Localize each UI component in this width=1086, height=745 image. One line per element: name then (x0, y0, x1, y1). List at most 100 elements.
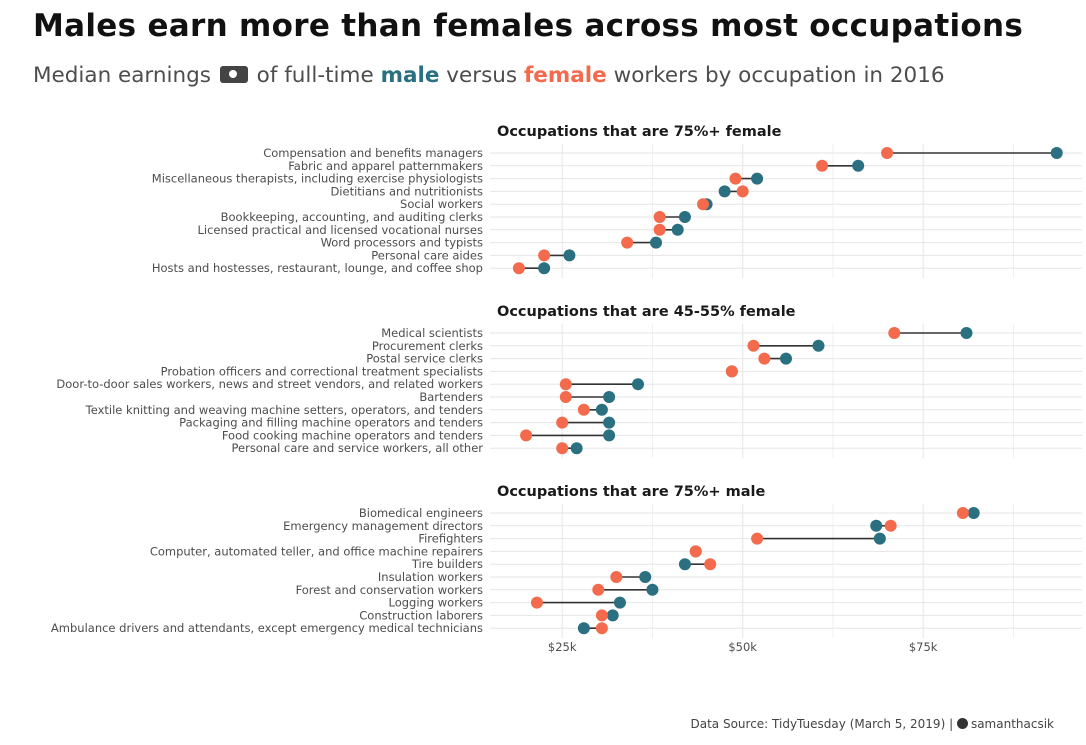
male-point (967, 507, 980, 519)
female-point (530, 596, 543, 609)
male-point (577, 622, 590, 635)
male-point (603, 391, 616, 403)
female-point (556, 442, 569, 455)
category-label: Construction laborers (359, 608, 483, 622)
male-point (646, 583, 659, 596)
female-point (881, 147, 894, 159)
female-point (747, 339, 760, 352)
subtitle-before: Median earnings (33, 63, 211, 88)
female-point (689, 545, 702, 558)
x-tick-label: $75k (909, 640, 938, 654)
male-point (603, 429, 616, 442)
category-label: Tire builders (411, 557, 483, 571)
category-label: Licensed practical and licensed vocation… (197, 223, 483, 237)
facet-title: Occupations that are 45-55% female (497, 304, 796, 320)
footer-source: Data Source: TidyTuesday (March 5, 2019)… (690, 717, 954, 731)
category-label: Dietitians and nutritionists (330, 184, 483, 198)
facet-title: Occupations that are 75%+ female (497, 124, 782, 140)
female-point (653, 211, 666, 223)
female-point (621, 236, 634, 249)
male-point (780, 352, 792, 365)
category-label: Compensation and benefits managers (263, 146, 483, 160)
female-point (884, 519, 897, 532)
female-point (751, 532, 764, 545)
footer-caption: Data Source: TidyTuesday (March 5, 2019)… (691, 717, 1055, 731)
female-point (816, 159, 829, 172)
male-point (595, 403, 608, 416)
category-label: Biomedical engineers (359, 506, 483, 520)
female-point (725, 365, 738, 378)
female-point (610, 571, 623, 583)
category-label: Packaging and filling machine operators … (179, 416, 483, 430)
female-point (888, 327, 901, 339)
category-label: Personal care and service workers, all o… (231, 441, 483, 455)
chart-title: Males earn more than females across most… (33, 8, 1024, 44)
female-point (595, 622, 608, 635)
female-point (956, 507, 969, 519)
female-point (559, 391, 572, 403)
category-label: Bookkeeping, accounting, and auditing cl… (221, 210, 483, 224)
category-label: Emergency management directors (283, 519, 483, 533)
x-tick-label: $50k (728, 640, 757, 654)
male-point (852, 159, 865, 172)
male-point (870, 519, 883, 532)
male-point (960, 327, 973, 339)
female-point (704, 558, 717, 571)
male-point (678, 558, 691, 571)
female-point (520, 429, 533, 442)
facet-title: Occupations that are 75%+ male (497, 484, 765, 500)
category-label: Miscellaneous therapists, including exer… (152, 172, 483, 186)
category-label: Fabric and apparel patternmakers (288, 159, 483, 173)
female-point (595, 609, 608, 622)
male-point (570, 442, 583, 455)
money-icon (219, 66, 248, 83)
subtitle-after: workers by occupation in 2016 (613, 63, 945, 88)
female-point (758, 352, 771, 365)
subtitle-male: male (380, 63, 440, 88)
category-label: Probation officers and correctional trea… (161, 364, 483, 378)
male-point (632, 378, 644, 391)
category-label: Logging workers (389, 596, 484, 610)
category-label: Medical scientists (381, 326, 483, 340)
github-icon (956, 718, 968, 729)
category-label: Forest and conservation workers (296, 583, 483, 597)
male-point (538, 262, 551, 275)
category-label: Ambulance drivers and attendants, except… (51, 621, 483, 635)
female-point (556, 416, 569, 429)
category-label: Social workers (400, 197, 483, 211)
category-label: Procurement clerks (372, 339, 483, 353)
male-point (751, 172, 764, 185)
female-point (729, 172, 742, 185)
category-label: Bartenders (419, 390, 483, 404)
category-label: Hosts and hostesses, restaurant, lounge,… (152, 261, 483, 275)
male-point (812, 339, 825, 352)
category-label: Textile knitting and weaving machine set… (85, 403, 483, 417)
female-point (538, 249, 551, 262)
footer-handle: samanthacsik (970, 717, 1054, 731)
male-point (563, 249, 576, 262)
category-label: Word processors and typists (321, 236, 483, 250)
category-label: Food cooking machine operators and tende… (222, 428, 483, 442)
subtitle-female: female (523, 63, 607, 88)
male-point (873, 532, 886, 545)
male-point (1050, 147, 1063, 159)
male-point (613, 596, 626, 609)
female-point (696, 198, 709, 211)
male-point (639, 571, 652, 583)
subtitle-middle: of full-time (256, 63, 374, 88)
male-point (678, 211, 691, 223)
female-point (512, 262, 525, 275)
male-point (671, 223, 684, 236)
chart-subtitle: Median earnings of full-time male versus… (33, 63, 945, 88)
male-point (650, 236, 663, 249)
male-point (718, 185, 731, 198)
category-label: Computer, automated teller, and office m… (150, 544, 483, 558)
female-point (559, 378, 572, 391)
x-tick-label: $25k (548, 640, 577, 654)
female-point (577, 403, 590, 416)
category-label: Personal care aides (371, 248, 483, 262)
male-point (603, 416, 616, 429)
female-point (653, 223, 666, 236)
female-point (592, 583, 605, 596)
